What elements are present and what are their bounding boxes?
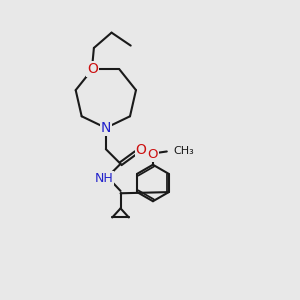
Text: NH: NH [95, 172, 114, 185]
Text: O: O [136, 143, 147, 157]
Text: O: O [148, 148, 158, 161]
Text: N: N [100, 121, 111, 135]
Text: CH₃: CH₃ [174, 146, 194, 157]
Text: O: O [87, 62, 98, 76]
